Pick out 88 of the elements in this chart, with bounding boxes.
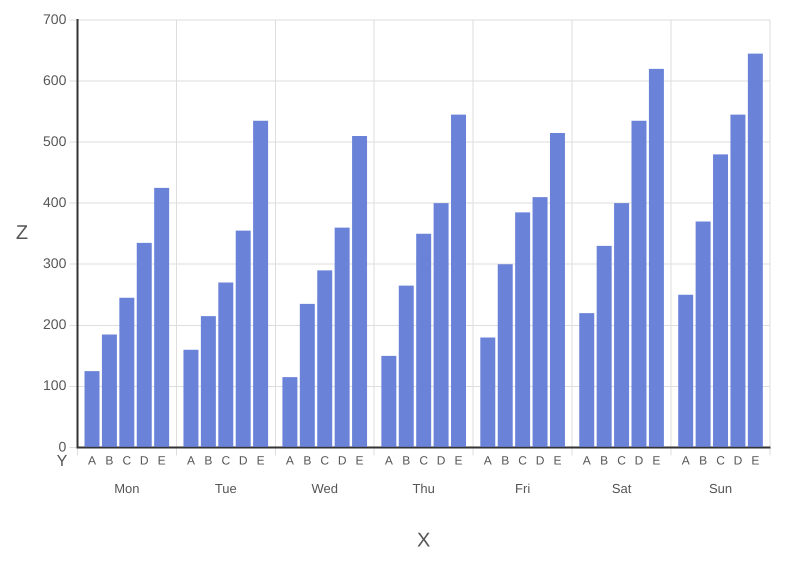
text: B (402, 454, 410, 468)
bar (416, 234, 432, 447)
text: B (501, 454, 510, 468)
bar (451, 114, 466, 447)
y-tick-label: 400 (43, 194, 67, 210)
series-label: E (158, 454, 166, 468)
text: D (238, 454, 248, 468)
text: C (716, 454, 725, 468)
text: E (751, 454, 760, 468)
bar (154, 188, 170, 447)
bar (515, 212, 530, 447)
series-label: A (88, 454, 96, 468)
bar (579, 313, 594, 447)
y-tick-label: 0 (58, 438, 67, 454)
x-axis-title: X (417, 530, 430, 552)
x-tick-label: Wed (311, 480, 338, 496)
y-tick-label: 700 (43, 10, 67, 27)
text: A (682, 454, 690, 468)
bar (282, 377, 298, 447)
series-label: B (105, 454, 114, 468)
bar (183, 350, 198, 447)
bar (632, 120, 646, 447)
bar (200, 316, 216, 447)
bar (480, 337, 496, 447)
text: C (617, 454, 626, 468)
x-tick-label: Mon (114, 480, 140, 496)
bar (550, 132, 565, 447)
y-axis-title: Z (16, 222, 28, 244)
text: D (338, 454, 346, 468)
bar (648, 68, 664, 447)
text: E (454, 454, 463, 468)
text: A (384, 454, 393, 468)
bar (136, 242, 152, 447)
y-tick-label: 500 (43, 132, 67, 149)
bar (253, 120, 268, 447)
bar (317, 270, 332, 447)
text: C (419, 454, 428, 468)
bar (678, 294, 694, 447)
text: B (204, 454, 212, 468)
text: A (484, 454, 492, 468)
text: D (436, 454, 446, 468)
bar (498, 264, 513, 447)
series-label: C (122, 454, 132, 468)
text: E (652, 454, 660, 468)
bar (614, 203, 630, 447)
text: E (356, 454, 364, 468)
bar (596, 246, 612, 447)
text: A (582, 454, 591, 468)
text: D (536, 454, 544, 468)
x-tick-label: Thu (412, 480, 435, 496)
bar (398, 286, 414, 447)
text: B (699, 454, 708, 468)
bar (334, 228, 350, 447)
text: D (734, 454, 742, 468)
bar (84, 371, 100, 447)
bar (352, 136, 368, 447)
bar (696, 221, 711, 447)
bar (218, 282, 234, 447)
text: C (221, 454, 230, 468)
bar (748, 54, 763, 447)
x-tick-label: Tue (214, 480, 237, 496)
y-tick-label: 200 (43, 316, 67, 332)
bar (236, 230, 251, 447)
text: E (553, 454, 562, 468)
bar (730, 114, 746, 447)
bar (119, 298, 134, 447)
legend-title: Y (56, 452, 68, 470)
text: A (186, 454, 195, 468)
y-tick-label: 300 (43, 255, 67, 272)
y-tick-label: 100 (43, 377, 67, 394)
text: D (634, 454, 644, 468)
text: B (303, 454, 312, 468)
text: C (320, 454, 330, 468)
x-tick-label: Sat (612, 480, 632, 496)
series-label: D (140, 454, 149, 468)
text: C (518, 454, 527, 468)
bar (434, 203, 449, 447)
bar (713, 154, 728, 447)
bar (300, 304, 315, 447)
bar (381, 356, 396, 447)
bar (532, 197, 548, 447)
text: A (286, 454, 294, 468)
text: E (256, 454, 265, 468)
x-tick-label: Sun (708, 480, 732, 496)
bar (102, 334, 117, 447)
text: B (600, 454, 608, 468)
x-tick-label: Fri (515, 480, 530, 496)
y-tick-label: 600 (43, 72, 67, 88)
